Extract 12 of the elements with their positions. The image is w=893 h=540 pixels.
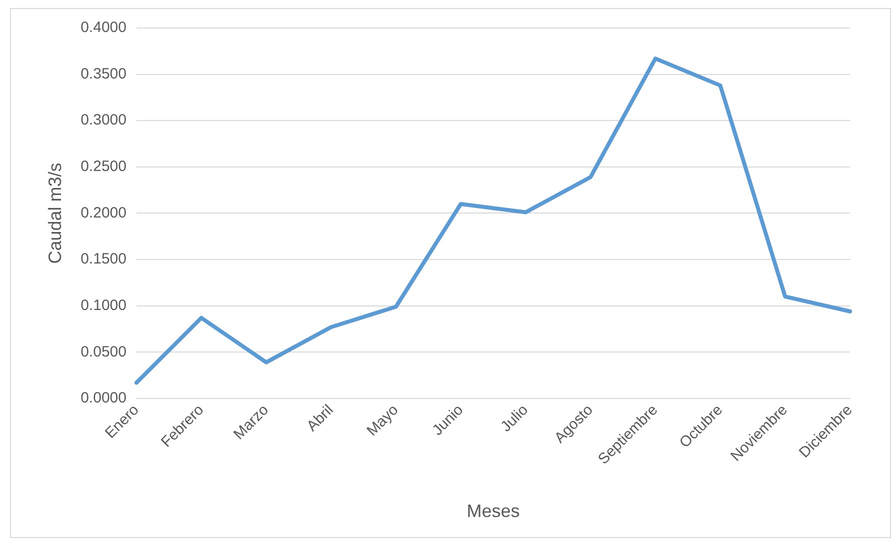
y-tick-label: 0.0500 <box>80 343 126 360</box>
y-axis-title: Caudal m3/s <box>44 162 65 264</box>
y-tick-label: 0.4000 <box>80 19 126 36</box>
x-axis-title: Meses <box>466 501 520 522</box>
y-tick-label: 0.1500 <box>80 250 126 268</box>
y-tick-label: 0.3500 <box>80 65 126 82</box>
y-tick-label: 0.2500 <box>80 158 126 176</box>
y-tick-label: 0.0000 <box>80 390 126 407</box>
x-tick-label: Julio <box>498 402 532 436</box>
y-tick-label: 0.2000 <box>80 204 126 222</box>
y-tick-label: 0.1000 <box>80 296 126 314</box>
y-tick-label: 0.3000 <box>80 112 126 129</box>
